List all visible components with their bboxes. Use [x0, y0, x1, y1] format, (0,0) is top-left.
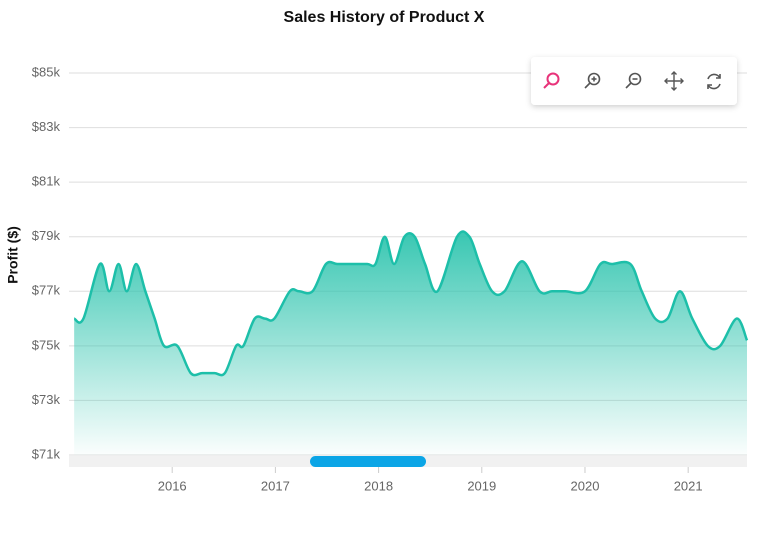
y-tick-label: $79k	[32, 228, 61, 243]
toolbar-background	[531, 57, 737, 105]
pan-button[interactable]	[664, 71, 684, 91]
zoom-out-button[interactable]	[625, 72, 642, 89]
y-tick-label: $77k	[32, 283, 61, 298]
x-tick-label: 2020	[571, 478, 600, 493]
y-tick-label: $81k	[32, 174, 61, 189]
area-fill	[74, 231, 748, 455]
y-tick-label: $71k	[32, 446, 61, 461]
x-tick-label: 2021	[674, 478, 703, 493]
y-tick-label: $83k	[32, 119, 61, 134]
y-axis-title: Profit ($)	[5, 226, 21, 284]
zoom-selection-button[interactable]	[543, 72, 560, 89]
scrollbar-thumb[interactable]	[310, 456, 426, 467]
chart-title: Sales History of Product X	[284, 9, 485, 26]
x-tick-label: 2016	[158, 478, 187, 493]
area-line	[73, 230, 749, 377]
x-tick-label: 2017	[261, 478, 290, 493]
plot-area: $71k $73k $75k $77k $79k $81k $83k $85k 2016 2017…	[32, 64, 749, 493]
y-tick-label: $73k	[32, 392, 61, 407]
toolbar	[531, 57, 737, 105]
x-tick-label: 2019	[467, 478, 496, 493]
y-tick-label: $75k	[32, 337, 61, 352]
x-tick-label: 2018	[364, 478, 393, 493]
y-tick-label: $85k	[32, 64, 61, 79]
zoom-in-button[interactable]	[584, 72, 601, 89]
reset-button[interactable]	[707, 73, 721, 90]
